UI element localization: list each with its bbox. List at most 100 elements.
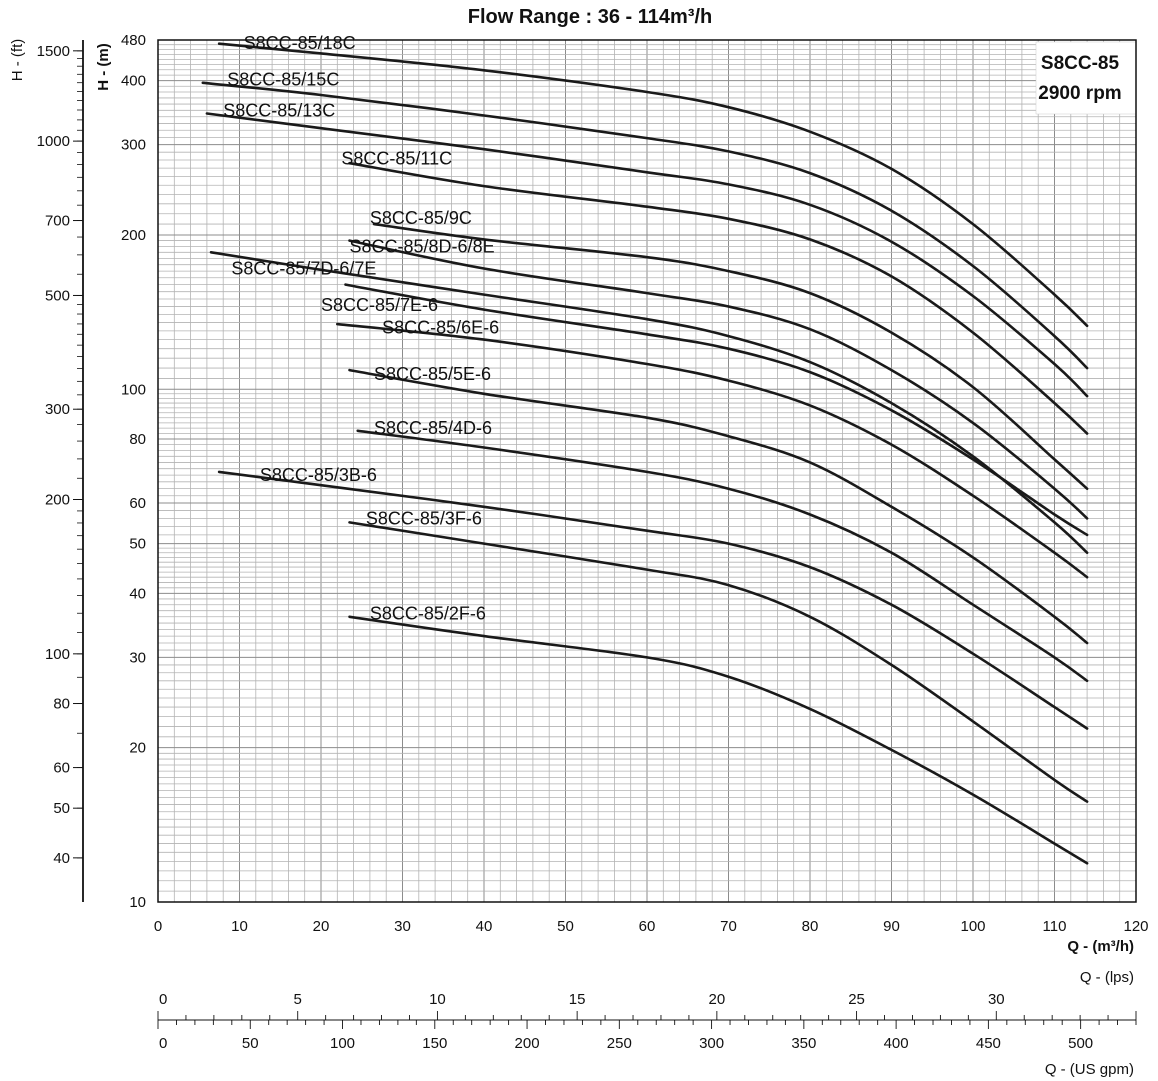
curve-label: S8CC-85/8D-6/8E (350, 236, 495, 256)
curve-label: S8CC-85/15C (227, 69, 339, 89)
x-tick-label: 30 (394, 918, 411, 935)
ft-tick-label: 200 (45, 491, 70, 508)
y-tick-label: 30 (129, 649, 146, 666)
y-tick-label: 300 (121, 137, 146, 154)
curve-s8cc-85-5e-6 (348, 368, 1089, 645)
flow-axis-tick-label: 300 (699, 1035, 724, 1052)
x-tick-label: 70 (720, 918, 737, 935)
flow-axis-tick-label: 5 (294, 991, 302, 1008)
chart-title: Flow Range : 36 - 114m³/h (468, 6, 713, 28)
curve-label: S8CC-85/9C (370, 208, 472, 228)
curve-label: S8CC-85/3B-6 (260, 465, 377, 485)
ft-tick-label: 40 (53, 850, 70, 867)
curve-s8cc-85-11c (348, 161, 1089, 435)
flow-axis-tick-label: 100 (330, 1035, 355, 1052)
y-tick-label: 60 (129, 495, 146, 512)
info-box-frame (1035, 41, 1137, 115)
flow-axis-tick-label: 350 (791, 1035, 816, 1052)
flow-axis-tick-label: 250 (607, 1035, 632, 1052)
x-tick-label: 100 (960, 918, 985, 935)
curve-s8cc-85-8d-6-8e (348, 239, 1089, 520)
lps-axis-label: Q - (lps) (1080, 969, 1134, 986)
ft-tick-label: 700 (45, 213, 70, 230)
flow-axis-tick-label: 50 (242, 1035, 259, 1052)
curve-s8cc-85-3f-6 (348, 521, 1089, 803)
y-tick-label: 200 (121, 227, 146, 244)
ft-axis-label: H - (ft) (9, 39, 26, 82)
flow-axis-tick-label: 15 (569, 991, 586, 1008)
curve-label: S8CC-85/11C (341, 148, 452, 168)
x-tick-label: 110 (1043, 918, 1067, 935)
curve-label: S8CC-85/18C (244, 33, 356, 53)
curve-s8cc-85-7e-6 (344, 283, 1089, 537)
curve-s8cc-85-9c (372, 222, 1089, 490)
x-tick-label: 90 (883, 918, 900, 935)
curve-label: S8CC-85/7D-6/7E (231, 259, 376, 279)
info-box-speed: 2900 rpm (1038, 83, 1121, 104)
pump-curves (201, 42, 1089, 865)
curve-s8cc-85-4d-6 (356, 429, 1089, 683)
lps-axis: 0 5 10 15 20 25 30 (157, 991, 1137, 1021)
flow-axis-tick-label: 20 (709, 991, 726, 1008)
ft-tick-label: 1500 (37, 43, 70, 60)
y-tick-label: 50 (129, 536, 146, 553)
curve-label: S8CC-85/2F-6 (370, 604, 486, 624)
curve-s8cc-85-18c (217, 42, 1089, 328)
flow-axis-tick-label: 0 (159, 1035, 167, 1052)
ft-tick-label: 1000 (37, 133, 70, 150)
flow-axis-tick-label: 150 (422, 1035, 447, 1052)
y-tick-label: 480 (121, 32, 146, 49)
x-tick-label: 10 (231, 918, 248, 935)
y-tick-label: 20 (129, 740, 146, 757)
x-axis-ticks: 0 10 20 30 40 50 60 70 80 90 100 110 120 (154, 918, 1149, 935)
ft-tick-label: 100 (45, 646, 70, 663)
model-info-box: S8CC-85 2900 rpm (1035, 41, 1137, 115)
ft-axis: 1500 1000 700 500 300 200 100 80 60 50 40 (37, 40, 84, 902)
x-axis-label: Q - (m³/h) (1067, 938, 1134, 955)
gpm-axis: 0 50 100 150 200 250 300 350 400 450 500 (157, 1019, 1137, 1052)
ft-tick-label: 80 (53, 696, 70, 713)
ft-tick-label: 50 (53, 800, 70, 817)
curve-s8cc-85-15c (201, 81, 1089, 370)
y-axis-label: H - (m) (95, 43, 112, 91)
curve-labels: S8CC-85/18C S8CC-85/15C S8CC-85/13C S8CC-85… (223, 33, 499, 624)
flow-axis-tick-label: 25 (848, 991, 865, 1008)
y-tick-label: 10 (129, 894, 146, 911)
x-tick-label: 40 (476, 918, 493, 935)
y-tick-label: 400 (121, 73, 146, 90)
y-axis-ticks: 480 400 300 200 100 80 60 50 40 30 20 10 (121, 32, 146, 911)
info-box-model: S8CC-85 (1041, 53, 1120, 74)
curve-s8cc-85-6e-6 (336, 322, 1089, 579)
curve-label: S8CC-85/7E-6 (321, 295, 438, 315)
y-tick-label: 40 (129, 585, 146, 602)
gpm-axis-label: Q - (US gpm) (1045, 1061, 1134, 1078)
x-tick-label: 120 (1123, 918, 1148, 935)
curve-label: S8CC-85/4D-6 (374, 418, 492, 438)
flow-axis-tick-label: 200 (515, 1035, 540, 1052)
curve-label: S8CC-85/6E-6 (382, 317, 499, 337)
ft-tick-label: 300 (45, 401, 70, 418)
plot-frame (157, 39, 1137, 903)
curve-label: S8CC-85/13C (223, 100, 335, 120)
x-tick-label: 20 (313, 918, 330, 935)
flow-axis-tick-label: 10 (429, 991, 446, 1008)
curve-label: S8CC-85/3F-6 (366, 508, 482, 528)
y-tick-label: 100 (121, 381, 146, 398)
grid-lines (157, 39, 1137, 903)
x-tick-label: 0 (154, 918, 162, 935)
x-tick-label: 50 (557, 918, 574, 935)
flow-axis-tick-label: 500 (1068, 1035, 1093, 1052)
curve-s8cc-85-2f-6 (348, 615, 1089, 865)
flow-axis-tick-label: 30 (988, 991, 1005, 1008)
ft-tick-label: 500 (45, 287, 70, 304)
flow-axis-tick-label: 400 (884, 1035, 909, 1052)
flow-axis-tick-label: 450 (976, 1035, 1001, 1052)
y-tick-label: 80 (129, 431, 146, 448)
curve-s8cc-85-3b-6 (217, 470, 1089, 730)
curve-s8cc-85-13c (205, 112, 1089, 398)
curve-label: S8CC-85/5E-6 (374, 364, 491, 384)
flow-axis-tick-label: 0 (159, 991, 167, 1008)
x-tick-label: 80 (802, 918, 819, 935)
x-tick-label: 60 (639, 918, 656, 935)
